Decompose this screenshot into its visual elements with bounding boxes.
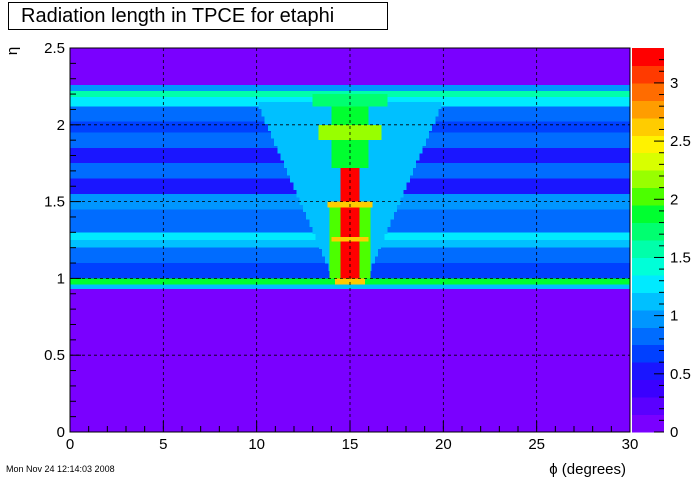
y-tick-label: 0.5 <box>44 347 65 364</box>
x-axis-label: ϕ (degrees) <box>549 461 626 478</box>
colorbar-segment <box>632 187 664 206</box>
colorbar-segment <box>632 292 664 311</box>
x-tick-label: 15 <box>342 436 359 453</box>
chart-title: Radiation length in TPCE for etaphi <box>8 2 388 30</box>
colorbar-tick-label: 2 <box>670 191 678 208</box>
colorbar-tick-label: 0 <box>670 424 678 441</box>
colorbar-segment <box>632 48 664 66</box>
timestamp: Mon Nov 24 12:14:03 2008 <box>6 464 115 474</box>
heatmap-cell <box>70 84 630 92</box>
colorbar-segment <box>632 344 664 363</box>
colorbar-tick-label: 1.5 <box>670 249 691 266</box>
y-tick-label: 2.5 <box>44 40 65 57</box>
grid-lines <box>70 48 630 432</box>
y-tick-label: 1 <box>57 270 65 287</box>
y-axis: 0 0.5 1 1.5 2 2.5 <box>44 40 81 441</box>
colorbar-segment <box>632 82 664 101</box>
colorbar-segment <box>632 152 664 171</box>
y-tick-label: 0 <box>57 424 65 441</box>
heatmap-cell <box>70 284 630 290</box>
x-tick-label: 0 <box>66 436 74 453</box>
x-tick-label: 25 <box>528 436 545 453</box>
x-tick-label: 30 <box>622 436 639 453</box>
heatmap-cell <box>335 278 365 285</box>
heatmap-cell <box>340 167 360 285</box>
colorbar-segment <box>632 170 664 189</box>
colorbar-segment <box>632 117 664 136</box>
colorbar-tick-label: 2.5 <box>670 133 691 150</box>
heatmap-cell <box>331 236 369 242</box>
colorbar-segment <box>632 240 664 258</box>
heatmap-cell <box>312 94 388 107</box>
colorbar-segment <box>632 100 664 119</box>
colorbar-tick-label: 0.5 <box>670 366 691 383</box>
y-tick-label: 2 <box>57 117 65 134</box>
colorbar-segment <box>632 414 664 433</box>
colorbar-segment <box>632 222 664 241</box>
colorbar-segment <box>632 205 664 224</box>
x-tick-label: 10 <box>248 436 265 453</box>
colorbar-segment <box>632 327 664 346</box>
colorbar-segment <box>632 309 664 328</box>
colorbar-segment <box>632 65 664 84</box>
x-tick-label: 5 <box>159 436 167 453</box>
colorbar-segment <box>632 362 664 381</box>
colorbar-segment <box>632 257 664 276</box>
y-axis-label: η <box>4 47 21 55</box>
colorbar-segment <box>632 274 664 293</box>
colorbar: 0 0.5 1 1.5 2 2.5 3 <box>632 48 691 441</box>
colorbar-tick-label: 3 <box>670 75 678 92</box>
y-tick-label: 1.5 <box>44 194 65 211</box>
colorbar-segment <box>632 135 664 154</box>
colorbar-segment <box>632 397 664 416</box>
colorbar-tick-label: 1 <box>670 308 678 325</box>
x-axis: 0 5 10 15 20 25 30 <box>66 421 639 453</box>
colorbar-segment <box>632 379 664 398</box>
x-tick-label: 20 <box>435 436 452 453</box>
